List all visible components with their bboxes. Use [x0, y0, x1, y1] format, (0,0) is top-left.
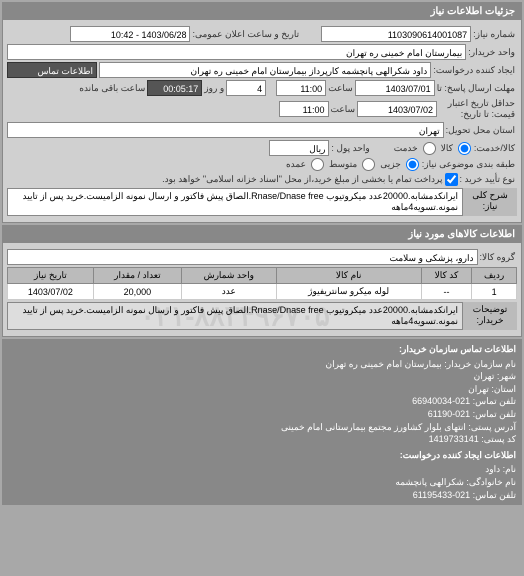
val-org: بیمارستان امام خمینی ره تهران	[326, 359, 442, 369]
description: ایرانکدمشابه.20000عدد میکروتیوب Rnase/Dn…	[7, 188, 463, 216]
lbl-phone1: تلفن تماس:	[473, 396, 516, 406]
details-header: جزئیات اطلاعات نیاز	[3, 3, 521, 20]
lbl-saat2: ساعت	[329, 104, 358, 115]
field-buyer-unit: بیمارستان امام خمینی ره تهران	[7, 44, 466, 60]
table-row: 1 -- لوله میکرو سانتریفیوژ عدد 20,000 14…	[8, 284, 517, 300]
th-date: تاریخ نیاز	[8, 268, 94, 284]
lbl-postal: کد پستی:	[481, 434, 516, 444]
lbl-phone2: تلفن تماس:	[473, 409, 516, 419]
radio-med-lbl: متوسط	[327, 159, 359, 170]
lbl-cphone: تلفن تماس:	[473, 490, 516, 500]
radio-goods[interactable]	[458, 142, 471, 155]
val-prov: تهران	[468, 384, 489, 394]
lbl-req-no: شماره نیاز:	[471, 29, 517, 40]
creator-contact-hdr: اطلاعات ایجاد کننده درخواست:	[8, 449, 516, 462]
val-addr: انتهای بلوار کشاورز مجتمع بیمارستانی اما…	[281, 422, 466, 432]
lbl-prov: استان:	[491, 384, 516, 394]
field-req-no: 1103090614001087	[321, 26, 471, 42]
radio-minor[interactable]	[406, 158, 419, 171]
val-phone2: 021-61190	[428, 409, 470, 419]
field-creator: داود شکرالهی پانچشمه کارپرداز بیمارستان …	[99, 62, 431, 78]
lbl-deadline: مهلت ارسال پاسخ: تا	[435, 83, 517, 94]
field-deadline-date: 1403/07/01	[355, 80, 435, 96]
lbl-remain: ساعت باقی مانده	[77, 83, 147, 94]
val-name: داود	[485, 464, 500, 474]
lbl-buyer-unit: واحد خریدار:	[466, 47, 517, 58]
th-code: کد کالا	[421, 268, 472, 284]
lbl-addr: آدرس پستی:	[468, 422, 516, 432]
goods-panel: اطلاعات کالاهای مورد نیاز گروه کالا: دار…	[2, 225, 522, 337]
lbl-org: نام سازمان خریدار:	[444, 359, 516, 369]
payment-note: پرداخت تمام یا بخشی از مبلغ خرید،از محل …	[7, 174, 445, 185]
cell-unit: عدد	[181, 284, 276, 300]
buyer-notes: ایرانکدمشابه.20000عدد میکروتیوب Rnase/Dn…	[7, 302, 463, 330]
details-panel: جزئیات اطلاعات نیاز شماره نیاز: 11030906…	[2, 2, 522, 223]
field-days: 4	[226, 80, 266, 96]
chk-payment[interactable]	[445, 173, 458, 186]
field-currency: ریال	[269, 140, 329, 156]
radio-minor-lbl: جزیی	[378, 159, 403, 170]
radio-goods-lbl: کالا	[439, 143, 455, 154]
th-name: نام کالا	[276, 268, 421, 284]
radio-major[interactable]	[311, 158, 324, 171]
cell-idx: 1	[472, 284, 517, 300]
cell-date: 1403/07/02	[8, 284, 94, 300]
field-remaining: 00:05:17	[147, 80, 202, 96]
val-city: تهران	[474, 371, 495, 381]
lbl-saat1: ساعت	[326, 83, 355, 94]
lbl-city: شهر:	[497, 371, 516, 381]
field-group: دارو، پزشکی و سلامت	[7, 249, 478, 265]
cell-name: لوله میکرو سانتریفیوژ	[276, 284, 421, 300]
field-valid-date: 1403/07/02	[357, 101, 437, 117]
val-phone1: 021-66940034	[412, 396, 470, 406]
goods-table: ردیف کد کالا نام کالا واحد شمارش تعداد /…	[7, 267, 517, 300]
lbl-need-type: طبقه بندی موضوعی نیاز:	[420, 159, 517, 170]
field-public-date: 1403/06/28 - 10:42	[70, 26, 190, 42]
radio-type: کالا خدمت	[392, 142, 472, 155]
goods-header: اطلاعات کالاهای مورد نیاز	[3, 226, 521, 243]
lbl-currency: کالا/خدمت:	[472, 143, 517, 154]
val-postal: 1419733141	[429, 434, 479, 444]
lbl-creator: ایجاد کننده درخواست:	[431, 65, 517, 76]
val-cphone: 021-61195433	[413, 490, 470, 500]
desc-side: شرح کلی نیاز:	[463, 188, 517, 216]
th-unit: واحد شمارش	[181, 268, 276, 284]
buyer-contact-panel: اطلاعات تماس سازمان خریدار: نام سازمان خ…	[2, 339, 522, 505]
lbl-surname: نام خانوادگی:	[466, 477, 516, 487]
field-deadline-time: 11:00	[276, 80, 326, 96]
lbl-varoz: و روز	[202, 83, 226, 94]
radio-service-lbl: خدمت	[392, 143, 420, 154]
details-body: شماره نیاز: 1103090614001087 تاریخ و ساع…	[3, 20, 521, 222]
val-surname: شکرالهی پانچشمه	[395, 477, 464, 487]
field-valid-time: 11:00	[279, 101, 329, 117]
radio-major-lbl: عمده	[284, 159, 308, 170]
radio-med[interactable]	[362, 158, 375, 171]
lbl-loc: استان محل تحویل:	[444, 125, 517, 136]
th-row: ردیف	[472, 268, 517, 284]
th-qty: تعداد / مقدار	[93, 268, 181, 284]
buyer-contact-hdr: اطلاعات تماس سازمان خریدار:	[8, 343, 516, 356]
lbl-public-date: تاریخ و ساعت اعلان عمومی:	[190, 29, 301, 40]
field-province: تهران	[7, 122, 444, 138]
cell-qty: 20,000	[93, 284, 181, 300]
lbl-valid: حداقل تاریخ اعتبارقیمت: تا تاریخ:	[437, 98, 517, 120]
buyer-notes-text: ایرانکدمشابه.20000عدد میکروتیوب Rnase/Dn…	[23, 305, 459, 326]
lbl-payment: نوع تأیید خرید :	[458, 174, 517, 185]
btn-buyer-contact[interactable]: اطلاعات تماس خریدار	[7, 62, 97, 78]
cell-code: --	[421, 284, 472, 300]
radio-class: جزیی متوسط عمده	[284, 158, 420, 171]
radio-service[interactable]	[423, 142, 436, 155]
lbl-name: نام:	[503, 464, 516, 474]
lbl-group: گروه کالا:	[478, 252, 517, 263]
notes-side: توضیحات خریدار:	[463, 302, 517, 330]
